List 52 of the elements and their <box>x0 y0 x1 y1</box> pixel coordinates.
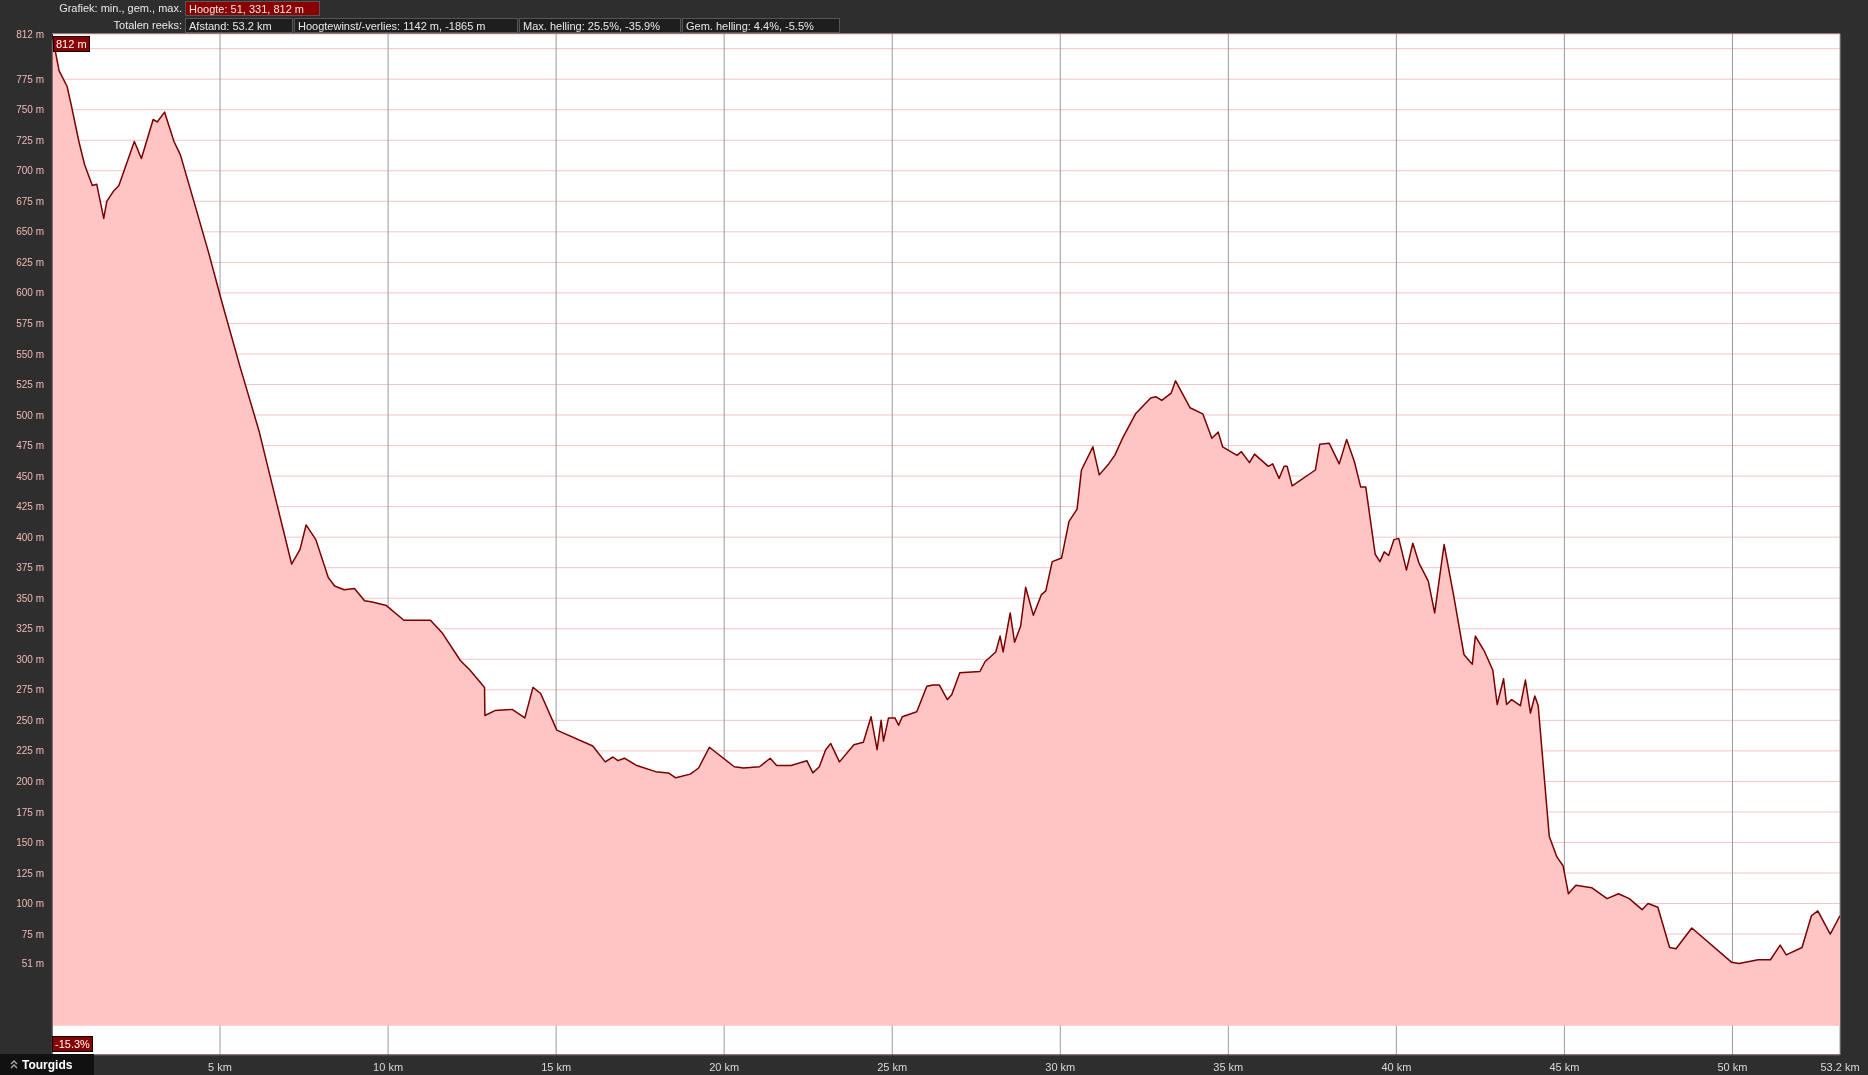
y-tick-label: 200 m <box>16 775 44 787</box>
y-tick-label: 575 m <box>16 318 44 329</box>
x-tick-label: 5 km <box>208 1060 232 1073</box>
y-tick-label: 125 m <box>16 867 44 879</box>
guide-button: Tourgids <box>0 1054 94 1075</box>
y-tick-label: 625 m <box>16 256 44 268</box>
x-tick-label: 25 km <box>877 1060 908 1073</box>
y-tick-label: 450 m <box>16 470 44 482</box>
y-tick-label: 525 m <box>16 379 44 391</box>
y-tick-label: 75 m <box>21 928 44 940</box>
y-tick-label: 550 m <box>16 348 44 360</box>
y-tick-label: 700 m <box>16 165 44 177</box>
y-tick-label: 375 m <box>16 562 44 574</box>
y-tick-label: 425 m <box>16 501 44 513</box>
y-tick-label: 100 m <box>16 898 44 910</box>
y-tick-label: 725 m <box>16 134 44 146</box>
y-tick-label: 475 m <box>16 440 44 452</box>
y-tick-label: 225 m <box>16 745 44 757</box>
y-tick-label: 650 m <box>16 226 44 238</box>
text: Afstand: 53.2 km <box>189 20 272 32</box>
x-tick-label: 45 km <box>1549 1060 1580 1073</box>
y-tick-label: 150 m <box>16 837 44 849</box>
y-tick-label: 300 m <box>16 653 44 665</box>
annotation: -15.3% <box>55 1038 90 1050</box>
y-tick-label: 325 m <box>16 623 44 635</box>
y-tick-label: 250 m <box>16 714 44 726</box>
text: Max. helling: 25.5%, -35.9% <box>523 20 660 32</box>
y-tick-label: 775 m <box>16 73 44 85</box>
x-tick-label: 30 km <box>1045 1060 1076 1073</box>
text: Grafiek: min., gem., max. <box>59 2 182 14</box>
annotation: 812 m <box>56 38 87 50</box>
y-tick-label: 350 m <box>16 592 44 604</box>
text: Totalen reeks: <box>113 19 182 31</box>
y-tick-label: 812 m <box>16 28 44 40</box>
y-tick-label: 400 m <box>16 531 44 543</box>
text: Hoogtewinst/-verlies: 1142 m, -1865 m <box>298 20 486 32</box>
x-tick-label: 35 km <box>1213 1060 1244 1073</box>
x-tick-label: 53.2 km <box>1820 1060 1860 1073</box>
x-tick-label: 40 km <box>1381 1060 1412 1073</box>
text: Hoogte: 51, 331, 812 m <box>189 3 304 15</box>
x-tick-label: 50 km <box>1717 1060 1748 1073</box>
y-tick-label: 750 m <box>16 104 44 116</box>
y-tick-label: 600 m <box>16 287 44 299</box>
y-tick-label: 500 m <box>16 409 44 421</box>
x-tick-label: 15 km <box>541 1060 572 1073</box>
y-tick-label: 175 m <box>16 806 44 818</box>
text: Gem. helling: 4.4%, -5.5% <box>686 20 814 32</box>
x-tick-label: 10 km <box>373 1060 404 1073</box>
y-tick-label: 675 m <box>16 195 44 207</box>
y-tick-label: 51 m <box>21 957 44 969</box>
y-tick-label: 275 m <box>16 684 44 696</box>
x-tick-label: 20 km <box>709 1060 740 1073</box>
